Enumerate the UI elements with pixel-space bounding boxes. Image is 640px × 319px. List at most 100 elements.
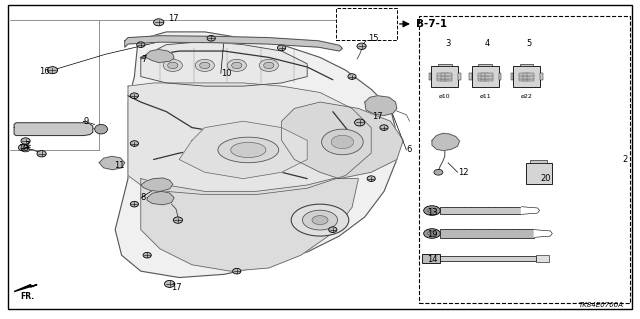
Polygon shape <box>365 96 397 115</box>
Bar <box>519 73 527 76</box>
Bar <box>523 75 531 79</box>
Text: ø11: ø11 <box>479 94 491 99</box>
Bar <box>523 73 531 76</box>
Polygon shape <box>14 285 37 292</box>
Text: 3: 3 <box>445 39 450 48</box>
Ellipse shape <box>131 201 138 207</box>
Polygon shape <box>141 41 307 86</box>
Ellipse shape <box>143 252 151 258</box>
Bar <box>445 73 452 76</box>
Ellipse shape <box>357 43 366 49</box>
Bar <box>477 75 485 79</box>
Bar <box>540 73 543 80</box>
Text: 9: 9 <box>83 117 88 126</box>
Ellipse shape <box>200 62 210 69</box>
Text: FR.: FR. <box>20 292 34 301</box>
Ellipse shape <box>346 19 355 26</box>
Ellipse shape <box>37 151 46 157</box>
Bar <box>485 73 493 76</box>
Bar <box>336 8 397 40</box>
Text: 10: 10 <box>221 69 231 78</box>
Text: 17: 17 <box>372 112 383 121</box>
Bar <box>440 207 522 214</box>
Ellipse shape <box>173 217 182 223</box>
Polygon shape <box>99 156 125 170</box>
Polygon shape <box>534 230 552 237</box>
Bar <box>481 78 489 81</box>
Text: 20: 20 <box>541 174 551 183</box>
Text: 18: 18 <box>18 144 29 153</box>
Ellipse shape <box>95 124 108 134</box>
Bar <box>511 73 513 80</box>
Ellipse shape <box>428 231 436 236</box>
Bar <box>437 73 445 76</box>
Bar <box>437 78 445 81</box>
Text: 11: 11 <box>114 161 124 170</box>
Text: TK84E0700A: TK84E0700A <box>579 302 624 308</box>
Ellipse shape <box>278 45 285 51</box>
Ellipse shape <box>21 138 30 144</box>
Bar <box>429 73 431 80</box>
Text: 15: 15 <box>368 34 378 43</box>
Bar <box>513 66 540 87</box>
Ellipse shape <box>291 204 349 236</box>
Bar <box>527 73 534 76</box>
Ellipse shape <box>434 169 443 175</box>
Bar <box>440 256 536 261</box>
Polygon shape <box>125 36 342 51</box>
Bar <box>531 160 547 163</box>
Bar <box>536 255 549 262</box>
Ellipse shape <box>322 129 364 155</box>
Bar <box>419 16 630 303</box>
Ellipse shape <box>259 59 278 71</box>
Bar <box>527 75 534 79</box>
Ellipse shape <box>47 67 58 74</box>
Ellipse shape <box>232 62 242 69</box>
Bar <box>485 78 493 81</box>
Polygon shape <box>146 49 174 63</box>
Polygon shape <box>128 83 371 195</box>
Text: B-7-1: B-7-1 <box>416 19 447 29</box>
Polygon shape <box>141 179 358 271</box>
Bar <box>523 78 531 81</box>
Ellipse shape <box>195 59 214 71</box>
Bar <box>472 66 499 87</box>
Ellipse shape <box>264 62 274 69</box>
Text: 5: 5 <box>527 39 532 48</box>
Polygon shape <box>14 123 93 136</box>
Bar <box>437 75 445 79</box>
Bar <box>526 164 552 184</box>
Bar <box>441 73 449 76</box>
Bar <box>438 64 452 66</box>
Text: ø22: ø22 <box>521 94 532 99</box>
Text: 8: 8 <box>141 193 146 202</box>
Ellipse shape <box>163 59 182 71</box>
Text: 19: 19 <box>428 230 438 239</box>
Bar <box>445 78 452 81</box>
Ellipse shape <box>22 148 29 152</box>
Bar <box>469 73 472 80</box>
Polygon shape <box>115 32 397 278</box>
Ellipse shape <box>312 216 328 225</box>
Polygon shape <box>179 121 307 179</box>
Text: 7: 7 <box>141 55 146 63</box>
Bar <box>477 78 485 81</box>
Ellipse shape <box>348 74 356 79</box>
Ellipse shape <box>154 19 164 26</box>
Ellipse shape <box>218 137 279 163</box>
Ellipse shape <box>137 42 145 48</box>
Ellipse shape <box>367 176 375 182</box>
Ellipse shape <box>302 210 338 230</box>
Bar <box>431 66 458 87</box>
Polygon shape <box>522 207 540 214</box>
Polygon shape <box>282 102 403 179</box>
Ellipse shape <box>131 93 138 99</box>
Text: 6: 6 <box>406 145 412 154</box>
Bar <box>422 254 440 263</box>
Ellipse shape <box>380 125 388 130</box>
Polygon shape <box>141 178 173 191</box>
Bar <box>481 73 489 76</box>
Polygon shape <box>432 133 460 151</box>
Text: ø10: ø10 <box>439 94 451 99</box>
Ellipse shape <box>168 62 178 69</box>
